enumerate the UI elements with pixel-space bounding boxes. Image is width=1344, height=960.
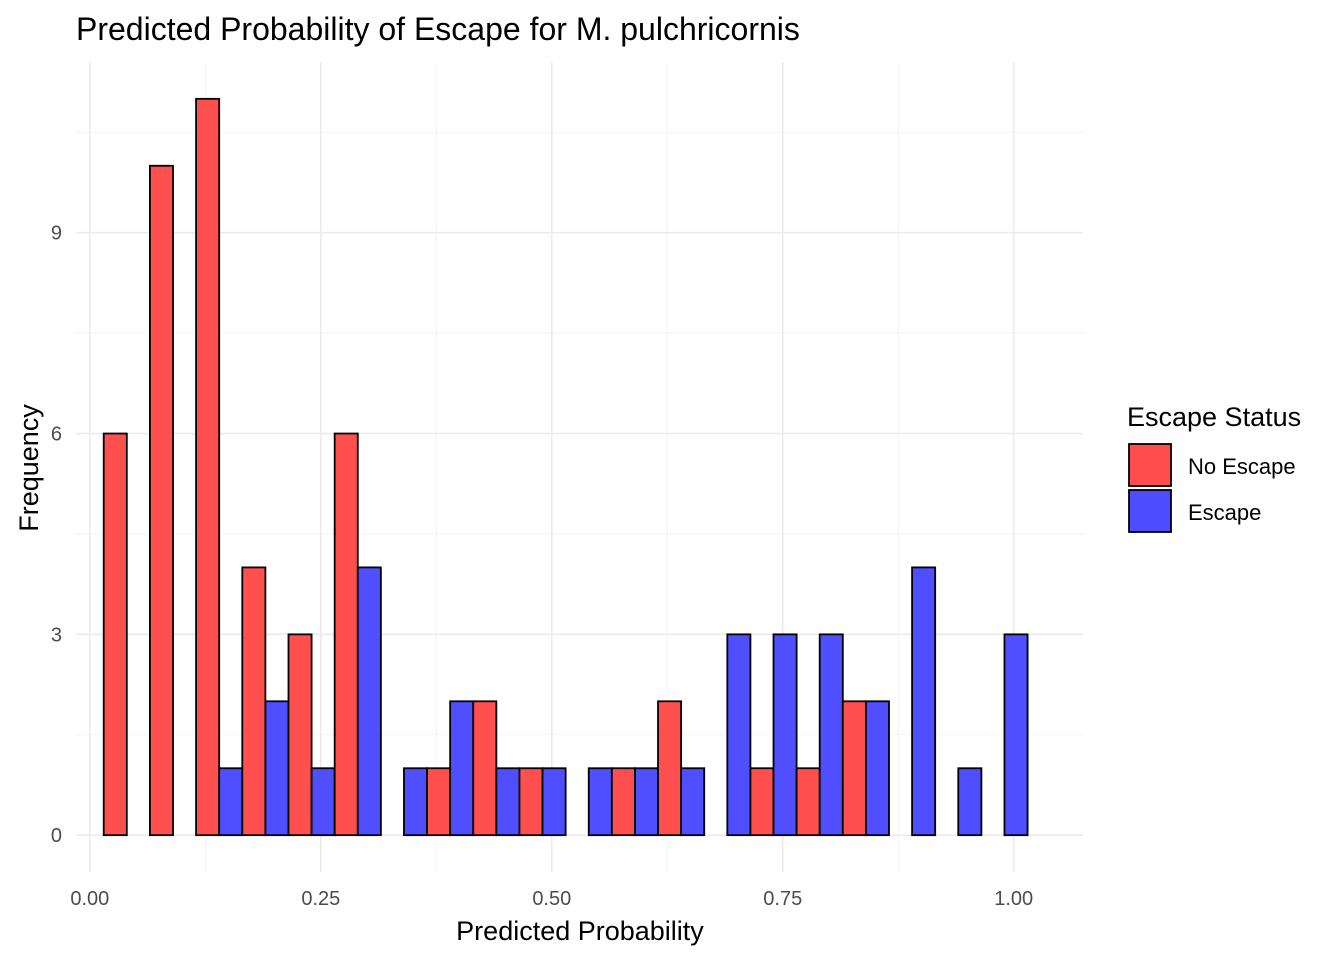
legend-label: Escape [1188,500,1261,525]
x-tick-label: 0.50 [532,888,571,910]
bar-no-escape [610,767,636,837]
bar-escape [495,767,521,837]
x-tick-label: 0.00 [70,888,109,910]
x-tick-label: 1.00 [994,888,1033,910]
bar-escape [911,566,937,837]
chart-title: Predicted Probability of Escape for M. p… [76,11,800,47]
legend-label: No Escape [1188,454,1296,479]
bar-no-escape [287,633,313,837]
bar-escape [403,767,428,837]
bar-no-escape [795,767,821,837]
bar-no-escape [749,767,775,837]
bar-escape [310,767,336,837]
bar-escape [264,700,290,837]
bar-escape [680,767,706,837]
bar-no-escape [518,767,544,837]
bar-no-escape [241,566,267,837]
bar-escape [864,700,890,837]
y-axis-ticks: 0 3 6 9 [51,223,62,847]
bar-escape [726,633,752,837]
bar-escape [541,767,567,837]
bar-no-escape [102,432,128,837]
x-tick-label: 0.75 [763,888,802,910]
bar-escape [957,767,983,837]
bar-escape [587,767,613,837]
legend-title: Escape Status [1127,402,1301,432]
bar-no-escape [472,700,498,837]
x-tick-label: 0.25 [301,888,340,910]
bar-no-escape [333,432,359,837]
bar-escape [218,767,244,837]
y-tick-label: 3 [51,624,62,646]
y-axis-title: Frequency [14,404,44,532]
y-tick-label: 9 [51,223,62,245]
legend-key-no-escape [1128,443,1172,487]
bar-escape [634,767,659,837]
bars [102,97,1029,837]
bar-escape [1003,633,1029,837]
bar-escape [356,566,382,837]
bar-escape [818,633,844,837]
bar-no-escape [195,97,221,837]
x-axis-title: Predicted Probability [456,916,704,946]
bar-no-escape [841,700,867,837]
bar-no-escape [657,700,683,837]
legend-key-escape [1128,489,1172,533]
bar-no-escape [426,767,452,837]
bar-escape [772,633,798,837]
bar-escape [449,700,475,837]
y-tick-label: 0 [51,825,62,847]
bar-no-escape [149,164,174,837]
y-tick-label: 6 [51,424,62,446]
legend: Escape Status No Escape Escape [1127,402,1301,533]
x-axis-ticks: 0.00 0.25 0.50 0.75 1.00 [70,888,1033,910]
